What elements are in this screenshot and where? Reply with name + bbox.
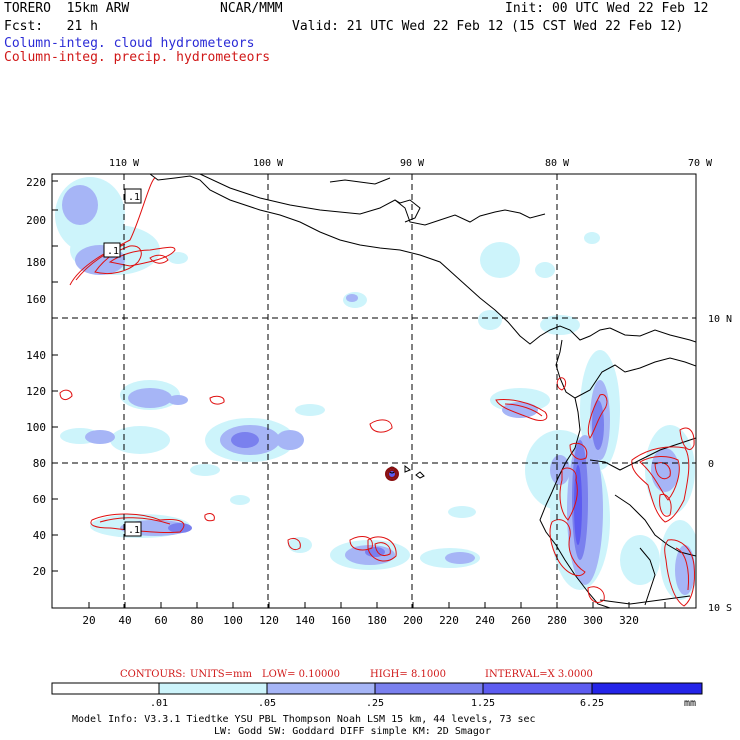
x-tick-label: 100 <box>223 614 243 627</box>
contour-label: .1 <box>128 192 140 203</box>
x-tick-label: 320 <box>619 614 639 627</box>
valid-time: Valid: 21 UTC Wed 22 Feb 12 (15 CST Wed … <box>292 19 684 34</box>
colorbar-label: .25 <box>366 698 384 709</box>
contour-info-high: HIGH= 8.1000 <box>370 669 446 680</box>
y-tick-label: 40 <box>33 529 46 542</box>
x-tick-label: 80 <box>190 614 203 627</box>
field-cloud-label: Column-integ. cloud hydrometeors <box>4 36 255 51</box>
x-tick-label: 20 <box>82 614 95 627</box>
longitude-labels: 110 W 100 W 90 W 80 W 70 W <box>109 158 713 169</box>
y-tick-label: 60 <box>33 493 46 506</box>
model-info-line2: LW: Godd SW: Goddard DIFF simple KM: 2D … <box>214 726 491 737</box>
x-tick-label: 120 <box>259 614 279 627</box>
lon-label: 100 W <box>253 158 284 169</box>
colorbar-label: .01 <box>150 698 168 709</box>
y-tick-label: 220 <box>26 176 46 189</box>
contour-label: .1 <box>128 525 140 536</box>
contour-info-title: CONTOURS: <box>120 669 186 680</box>
org-label: NCAR/MMM <box>220 1 283 16</box>
y-tick-label: 120 <box>26 385 46 398</box>
y-tick-label: 140 <box>26 349 46 362</box>
lon-label: 70 W <box>688 158 713 169</box>
y-tick-labels: 20 40 60 80 100 120 140 160 180 200 220 <box>26 176 46 578</box>
model-footer: Model Info: V3.3.1 Tiedtke YSU PBL Thomp… <box>72 714 536 737</box>
y-tick-label: 80 <box>33 457 46 470</box>
map-plot-area <box>55 174 696 608</box>
graticule <box>52 174 696 608</box>
contour-labels <box>103 188 142 537</box>
model-info-line1: Model Info: V3.3.1 Tiedtke YSU PBL Thomp… <box>72 714 536 725</box>
model-title: TORERO 15km ARW <box>4 1 130 16</box>
colorbar-unit: mm <box>684 698 696 709</box>
y-tick-label: 160 <box>26 293 46 306</box>
contour-info: CONTOURS: UNITS=mm LOW= 0.10000 HIGH= 8.… <box>120 669 593 680</box>
precip-maximum <box>385 467 399 481</box>
colorbar-labels: .01 .05 .25 1.25 6.25 mm <box>150 698 696 709</box>
x-tick-label: 140 <box>295 614 315 627</box>
colorbar-label: 1.25 <box>471 698 495 709</box>
lat-label: 10 S <box>708 603 732 614</box>
x-tick-label: 220 <box>439 614 459 627</box>
x-tick-label: 160 <box>331 614 351 627</box>
lat-label: 10 N <box>708 314 732 325</box>
lat-label: 0 <box>708 459 714 470</box>
x-tick-label: 40 <box>118 614 131 627</box>
x-tick-label: 180 <box>367 614 387 627</box>
x-tick-labels: 20 40 60 80 100 120 140 160 180 200 220 … <box>82 614 639 627</box>
x-tick-label: 60 <box>154 614 167 627</box>
contour-info-units: UNITS=mm <box>190 669 253 680</box>
coastlines <box>149 174 696 608</box>
x-tick-label: 300 <box>583 614 603 627</box>
forecast-hour: Fcst: 21 h <box>4 19 98 34</box>
y-tick-label: 180 <box>26 256 46 269</box>
contour-label: .1 <box>107 246 119 257</box>
lon-label: 90 W <box>400 158 425 169</box>
colorbar <box>51 682 703 695</box>
precip-contours <box>59 177 695 607</box>
x-tick-label: 200 <box>403 614 423 627</box>
colorbar-label: 6.25 <box>580 698 604 709</box>
contour-info-interval: INTERVAL=X 3.0000 <box>485 669 593 680</box>
x-tick-label: 280 <box>547 614 567 627</box>
y-tick-label: 100 <box>26 421 46 434</box>
latitude-labels: 10 N 0 10 S <box>708 314 732 614</box>
axis-ticks <box>52 180 666 608</box>
x-tick-label: 240 <box>475 614 495 627</box>
contour-label-text: .1 .1 .1 <box>107 192 140 536</box>
contour-info-low: LOW= 0.10000 <box>262 669 340 680</box>
lon-label: 110 W <box>109 158 140 169</box>
colorbar-label: .05 <box>258 698 276 709</box>
x-tick-label: 260 <box>511 614 531 627</box>
field-precip-label: Column-integ. precip. hydrometeors <box>4 50 271 65</box>
init-time: Init: 00 UTC Wed 22 Feb 12 <box>505 1 709 16</box>
lon-label: 80 W <box>545 158 570 169</box>
y-tick-label: 20 <box>33 565 46 578</box>
y-tick-label: 200 <box>26 214 46 227</box>
